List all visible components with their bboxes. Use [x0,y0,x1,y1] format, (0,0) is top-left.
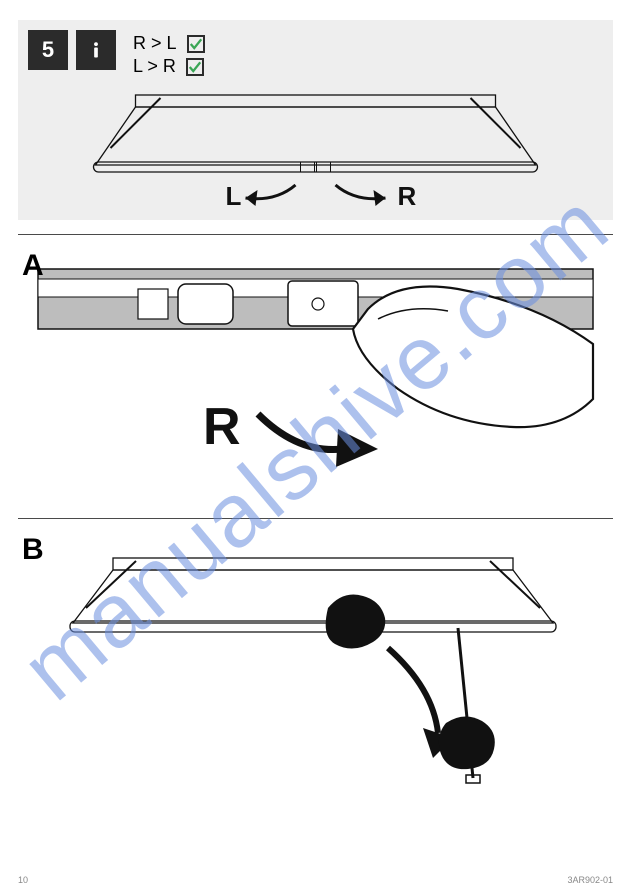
doc-code: 3AR902-01 [567,875,613,885]
info-icon-svg [86,40,106,60]
option-text-2: L > R [133,55,176,78]
awning-overview-diagram: L R [73,90,558,210]
info-icon [76,30,116,70]
option-l-greater-r: L > R [133,55,205,78]
diagram-b [18,533,613,793]
panel-step5-info: 5 R > L L > R [18,20,613,220]
svg-text:R: R [398,181,417,210]
svg-text:R: R [203,398,241,456]
svg-text:L: L [226,181,242,210]
page-number: 10 [18,875,28,885]
checkmark-icon [189,37,203,51]
panel-b: B [18,533,613,793]
label-a: A [22,249,44,283]
checkbox-1 [187,35,205,53]
checkbox-2 [186,58,204,76]
page-container: 5 R > L L > R [0,0,631,893]
option-text-1: R > L [133,32,177,55]
direction-options: R > L L > R [133,32,205,79]
label-b: B [22,533,44,567]
diagram-a: R [18,249,613,504]
option-r-greater-l: R > L [133,32,205,55]
divider-2 [18,518,613,519]
page-footer: 10 3AR902-01 [18,875,613,885]
panel-a: A R [18,249,613,504]
divider-1 [18,234,613,235]
checkmark-icon [188,60,202,74]
step-number-badge: 5 [28,30,68,70]
